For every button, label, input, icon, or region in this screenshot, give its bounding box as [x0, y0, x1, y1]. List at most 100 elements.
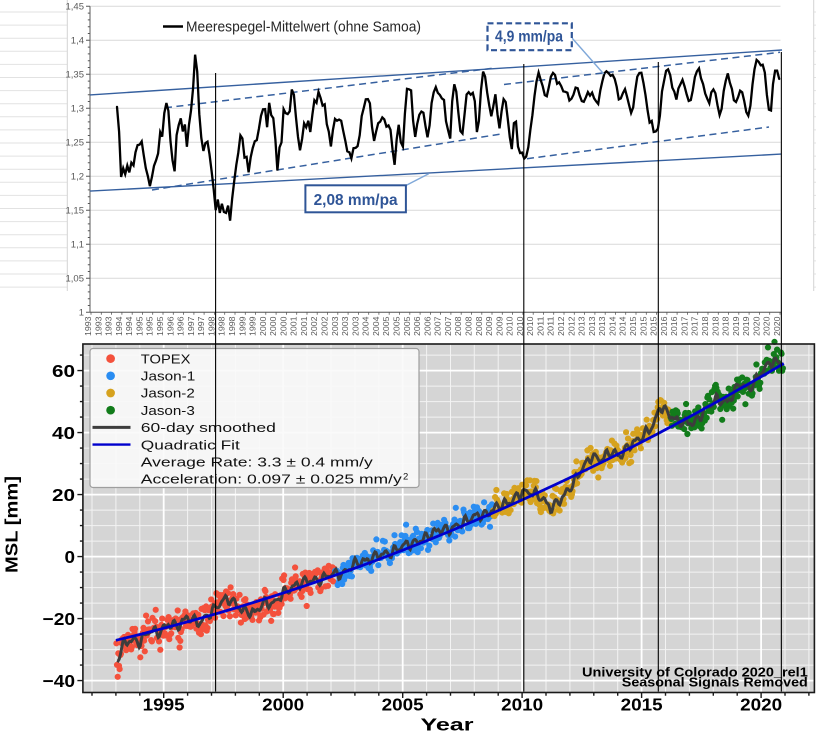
svg-text:Seasonal Signals Removed: Seasonal Signals Removed — [622, 675, 808, 690]
svg-text:1998: 1998 — [206, 316, 216, 336]
svg-text:2,08 mm/pa: 2,08 mm/pa — [314, 192, 398, 209]
svg-text:2000: 2000 — [262, 695, 304, 715]
svg-text:1,05: 1,05 — [66, 274, 85, 285]
svg-text:2013: 2013 — [587, 316, 597, 336]
svg-text:Jason-1: Jason-1 — [141, 369, 196, 384]
svg-text:2012: 2012 — [566, 316, 576, 336]
svg-text:Average Rate: 3.3 ± 0.4 mm/y: Average Rate: 3.3 ± 0.4 mm/y — [141, 455, 374, 470]
svg-text:0: 0 — [65, 547, 76, 567]
svg-text:2005: 2005 — [381, 316, 391, 336]
svg-text:2015: 2015 — [628, 316, 638, 336]
svg-text:60: 60 — [52, 361, 75, 381]
svg-text:2011: 2011 — [546, 316, 556, 336]
svg-text:40: 40 — [52, 423, 75, 443]
svg-text:2009: 2009 — [484, 316, 494, 336]
svg-text:2005: 2005 — [382, 695, 424, 715]
svg-text:2000: 2000 — [278, 316, 288, 336]
svg-text:−40: −40 — [43, 671, 76, 691]
svg-text:2003: 2003 — [330, 316, 340, 336]
svg-text:2000: 2000 — [268, 316, 278, 336]
svg-text:2004: 2004 — [371, 316, 381, 336]
svg-text:2007: 2007 — [443, 316, 453, 336]
svg-text:1993: 1993 — [83, 316, 93, 336]
svg-text:TOPEX: TOPEX — [141, 351, 191, 366]
svg-text:2016: 2016 — [659, 316, 669, 336]
svg-text:1993: 1993 — [93, 316, 103, 336]
svg-text:2018: 2018 — [700, 316, 710, 336]
svg-text:2016: 2016 — [669, 316, 679, 336]
svg-text:2020: 2020 — [740, 695, 782, 715]
svg-text:2013: 2013 — [597, 316, 607, 336]
svg-text:2002: 2002 — [309, 316, 319, 336]
svg-text:2009: 2009 — [494, 316, 504, 336]
svg-text:Acceleration: 0.097 ± 0.025 mm: Acceleration: 0.097 ± 0.025 mm/y — [141, 472, 403, 487]
svg-text:2008: 2008 — [474, 316, 484, 336]
svg-text:2010: 2010 — [505, 316, 515, 336]
svg-text:2020: 2020 — [751, 316, 761, 336]
svg-text:2020: 2020 — [772, 316, 782, 336]
svg-text:2018: 2018 — [721, 316, 731, 336]
svg-text:−20: −20 — [43, 609, 76, 629]
svg-text:2003: 2003 — [340, 316, 350, 336]
svg-text:1995: 1995 — [145, 316, 155, 336]
svg-text:2003: 2003 — [350, 316, 360, 336]
svg-text:1,4: 1,4 — [71, 36, 84, 47]
svg-text:1,35: 1,35 — [66, 70, 85, 81]
svg-text:1995: 1995 — [134, 316, 144, 336]
svg-text:2004: 2004 — [361, 316, 371, 336]
svg-text:Meerespegel-Mittelwert (ohne S: Meerespegel-Mittelwert (ohne Samoa) — [186, 19, 421, 36]
svg-text:2000: 2000 — [258, 316, 268, 336]
svg-text:20: 20 — [52, 485, 75, 505]
svg-text:2017: 2017 — [690, 316, 700, 336]
svg-text:2005: 2005 — [402, 316, 412, 336]
svg-text:Year: Year — [421, 715, 474, 735]
svg-text:1997: 1997 — [186, 316, 196, 336]
svg-text:2010: 2010 — [515, 316, 525, 336]
svg-text:2001: 2001 — [299, 316, 309, 336]
svg-text:1993: 1993 — [104, 316, 114, 336]
svg-text:1995: 1995 — [143, 695, 185, 715]
svg-text:2006: 2006 — [412, 316, 422, 336]
svg-text:1,1: 1,1 — [71, 240, 84, 251]
svg-text:Quadratic Fit: Quadratic Fit — [141, 437, 240, 452]
svg-text:2006: 2006 — [422, 316, 432, 336]
svg-text:Jason-2: Jason-2 — [141, 386, 195, 401]
svg-text:University of Colorado 2020_re: University of Colorado 2020_rel1 — [582, 664, 808, 679]
svg-text:2013: 2013 — [577, 316, 587, 336]
svg-text:1995: 1995 — [155, 316, 165, 336]
svg-text:4,9 mm/pa: 4,9 mm/pa — [495, 29, 563, 46]
svg-text:2008: 2008 — [453, 316, 463, 336]
svg-text:2019: 2019 — [731, 316, 741, 336]
svg-text:1998: 1998 — [217, 316, 227, 336]
svg-text:2001: 2001 — [289, 316, 299, 336]
svg-text:1994: 1994 — [114, 316, 124, 336]
svg-text:1999: 1999 — [237, 316, 247, 336]
svg-text:1,15: 1,15 — [66, 206, 85, 217]
svg-text:1: 1 — [79, 308, 84, 319]
svg-text:MSL [mm]: MSL [mm] — [2, 476, 22, 573]
svg-text:2005: 2005 — [392, 316, 402, 336]
svg-text:1,3: 1,3 — [71, 104, 84, 115]
svg-text:1,45: 1,45 — [66, 2, 85, 13]
svg-text:1,25: 1,25 — [66, 138, 85, 149]
svg-text:2018: 2018 — [710, 316, 720, 336]
svg-text:2014: 2014 — [607, 316, 617, 336]
svg-text:2002: 2002 — [320, 316, 330, 336]
svg-text:2019: 2019 — [741, 316, 751, 336]
svg-text:2014: 2014 — [618, 316, 628, 336]
svg-text:2010: 2010 — [525, 316, 535, 336]
svg-text:2012: 2012 — [556, 316, 566, 336]
svg-text:2015: 2015 — [649, 316, 659, 336]
svg-text:2015: 2015 — [621, 695, 663, 715]
svg-text:2008: 2008 — [464, 316, 474, 336]
svg-text:1999: 1999 — [248, 316, 258, 336]
svg-text:1997: 1997 — [196, 316, 206, 336]
svg-text:2011: 2011 — [536, 316, 546, 336]
svg-text:2015: 2015 — [638, 316, 648, 336]
svg-text:1994: 1994 — [124, 316, 134, 336]
svg-text:2007: 2007 — [433, 316, 443, 336]
svg-text:2017: 2017 — [679, 316, 689, 336]
svg-text:1996: 1996 — [176, 316, 186, 336]
svg-text:2: 2 — [403, 472, 408, 483]
svg-text:2010: 2010 — [501, 695, 543, 715]
